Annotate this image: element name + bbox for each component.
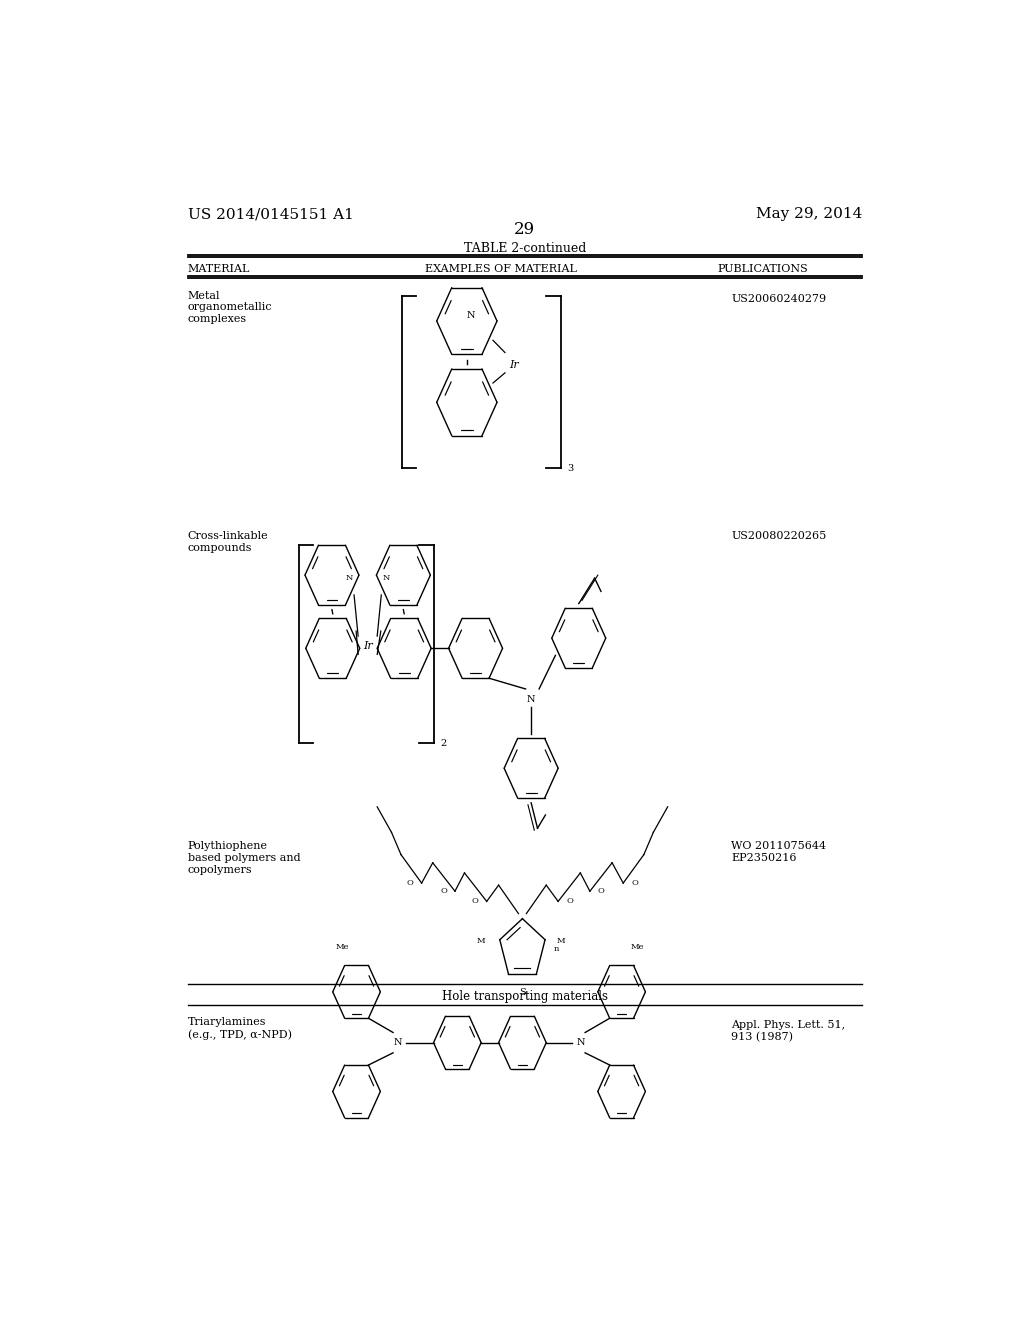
Text: O: O — [566, 898, 573, 906]
Text: N: N — [467, 312, 475, 321]
Text: PUBLICATIONS: PUBLICATIONS — [718, 264, 808, 275]
Text: Cross-linkable
compounds: Cross-linkable compounds — [187, 532, 268, 553]
Text: Me: Me — [631, 944, 644, 952]
Text: O: O — [440, 887, 447, 895]
Text: TABLE 2-continued: TABLE 2-continued — [464, 242, 586, 255]
Text: Ir: Ir — [362, 642, 373, 651]
Text: O: O — [631, 879, 638, 887]
Text: Ir: Ir — [510, 360, 519, 370]
Text: O: O — [407, 879, 414, 887]
Text: MATERIAL: MATERIAL — [187, 264, 250, 275]
Text: S: S — [519, 987, 525, 997]
Text: EXAMPLES OF MATERIAL: EXAMPLES OF MATERIAL — [425, 264, 577, 275]
Text: 29: 29 — [514, 222, 536, 239]
Text: O: O — [472, 898, 479, 906]
Text: 3: 3 — [567, 465, 573, 474]
Text: 2: 2 — [440, 739, 446, 747]
Text: Metal
organometallic
complexes: Metal organometallic complexes — [187, 290, 272, 323]
Text: N: N — [527, 694, 536, 704]
Text: Hole transporting materials: Hole transporting materials — [441, 990, 608, 1003]
Text: US20060240279: US20060240279 — [731, 293, 826, 304]
Text: US20080220265: US20080220265 — [731, 532, 826, 541]
Text: N: N — [382, 574, 389, 582]
Text: n: n — [554, 945, 559, 953]
Text: May 29, 2014: May 29, 2014 — [756, 207, 862, 222]
Text: N: N — [393, 1038, 402, 1047]
Text: N: N — [346, 574, 353, 582]
Text: Polythiophene
based polymers and
copolymers: Polythiophene based polymers and copolym… — [187, 841, 300, 875]
Text: Me: Me — [336, 944, 349, 952]
Text: M: M — [556, 937, 565, 945]
Text: US 2014/0145151 A1: US 2014/0145151 A1 — [187, 207, 353, 222]
Text: N: N — [577, 1038, 585, 1047]
Text: Triarylamines
(e.g., TPD, α-NPD): Triarylamines (e.g., TPD, α-NPD) — [187, 1018, 292, 1040]
Text: Appl. Phys. Lett. 51,
913 (1987): Appl. Phys. Lett. 51, 913 (1987) — [731, 1020, 845, 1043]
Text: O: O — [598, 887, 605, 895]
Text: WO 2011075644
EP2350216: WO 2011075644 EP2350216 — [731, 841, 826, 863]
Text: M: M — [477, 937, 485, 945]
